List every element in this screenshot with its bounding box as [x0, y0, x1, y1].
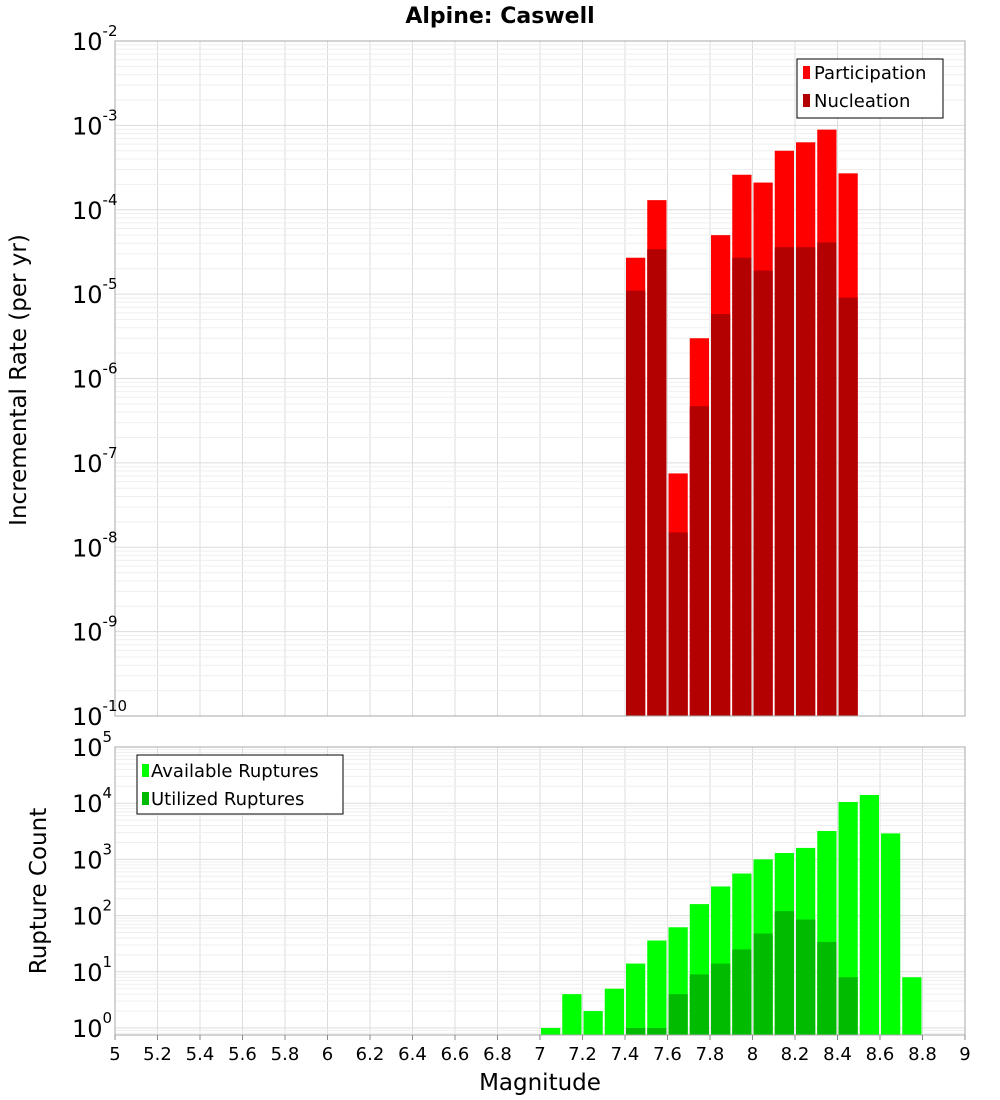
nucleation-bar: [774, 247, 794, 716]
utilized-bar: [817, 941, 837, 1035]
x-tick-label: 5.2: [143, 1044, 172, 1065]
nucleation-bar: [817, 242, 837, 716]
count-bars: [541, 794, 922, 1035]
y-tick-label: 105: [72, 728, 112, 762]
rate-panel: 10-10 10-9 10-8 10-7 10-6 10-5 10-4 10-3 10-2 In…: [6, 22, 966, 731]
y-tick-label: 10-4: [72, 191, 118, 225]
x-tick-label: 5.6: [228, 1044, 257, 1065]
count-legend: Available Ruptures Utilized Ruptures: [136, 754, 344, 815]
x-tick-label: 8: [747, 1044, 758, 1065]
nucleation-bar: [647, 249, 667, 716]
nucleation-bar: [796, 247, 816, 716]
available-bar: [647, 940, 667, 1035]
x-axis-label: Magnitude: [479, 1070, 601, 1096]
available-bar: [838, 802, 858, 1035]
count-legend-box: [136, 754, 344, 815]
rate-legend: Participation Nucleation: [796, 58, 944, 119]
utilized-bar: [711, 963, 731, 1035]
y-tick-label: 10-3: [72, 106, 118, 140]
available-bar: [859, 794, 879, 1035]
x-tick-label: 7: [534, 1044, 545, 1065]
utilized-bar: [753, 933, 773, 1035]
y-tick-label: 103: [72, 840, 112, 874]
x-tick-label: 6.4: [398, 1044, 427, 1065]
y-tick-label: 10-8: [72, 528, 118, 562]
y-tick-label: 10-10: [72, 697, 127, 731]
utilized-bar: [689, 974, 709, 1035]
x-tick-label: 7.8: [696, 1044, 725, 1065]
x-tick-label: 8.2: [781, 1044, 810, 1065]
x-tick-label: 6.2: [356, 1044, 385, 1065]
nucleation-bar: [626, 290, 646, 716]
x-tick-label: 7.6: [653, 1044, 682, 1065]
available-bar: [626, 963, 646, 1035]
available-bar: [902, 977, 922, 1035]
x-tick-label: 9: [959, 1044, 970, 1065]
rate-legend-box: [796, 58, 944, 119]
chart-title: Alpine: Caswell: [405, 4, 594, 29]
utilized-swatch: [142, 792, 149, 805]
x-tick-label: 5.8: [271, 1044, 300, 1065]
rate-y-ticks: 10-10 10-9 10-8 10-7 10-6 10-5 10-4 10-3 10-2: [72, 22, 127, 731]
utilized-bar: [838, 977, 858, 1035]
x-tick-label: 5: [109, 1044, 120, 1065]
nucleation-swatch: [803, 94, 810, 107]
x-tick-label: 6.8: [483, 1044, 512, 1065]
y-tick-label: 104: [72, 784, 112, 818]
y-tick-label: 10-9: [72, 613, 118, 647]
available-bar: [562, 994, 582, 1035]
available-bar: [881, 833, 901, 1035]
rate-grid: [114, 40, 966, 717]
nucleation-bar: [668, 532, 688, 716]
rate-y-axis-label: Incremental Rate (per yr): [6, 234, 32, 526]
count-y-axis-label: Rupture Count: [26, 808, 52, 974]
x-tick-label: 6.6: [441, 1044, 470, 1065]
utilized-bar: [774, 911, 794, 1035]
count-panel: 100 101 102 103 104 105 5 5.2 5.4 5.6 5.8 6 6.2 6.4 6…: [26, 728, 971, 1096]
y-tick-label: 10-5: [72, 275, 118, 309]
utilized-bar: [732, 949, 752, 1035]
nucleation-bar: [689, 406, 709, 716]
utilized-bar: [626, 1027, 646, 1035]
x-tick-label: 8.6: [866, 1044, 895, 1065]
rate-bars: [626, 129, 858, 717]
x-tick-label: 7.2: [568, 1044, 597, 1065]
available-legend-label: Available Ruptures: [151, 761, 319, 782]
participation-swatch: [803, 66, 810, 79]
available-bar: [541, 1027, 561, 1035]
utilized-bar: [647, 1027, 667, 1035]
available-bar: [604, 988, 624, 1035]
nucleation-bar: [753, 270, 773, 716]
rate-plot-frame: [114, 40, 966, 717]
count-y-ticks: 100 101 102 103 104 105: [72, 728, 112, 1043]
y-tick-label: 10-7: [72, 444, 118, 478]
x-tick-label: 8.4: [823, 1044, 852, 1065]
y-tick-label: 10-6: [72, 360, 118, 394]
nucleation-bar: [732, 257, 752, 716]
x-tick-label: 5.4: [186, 1044, 215, 1065]
nucleation-legend-label: Nucleation: [814, 91, 910, 112]
x-tick-label: 7.4: [611, 1044, 640, 1065]
nucleation-bar: [838, 297, 858, 716]
available-swatch: [142, 764, 149, 777]
y-tick-label: 100: [72, 1009, 112, 1043]
available-bar: [583, 1011, 603, 1035]
nucleation-bar: [711, 314, 731, 716]
y-tick-label: 102: [72, 897, 112, 931]
utilized-bar: [796, 919, 816, 1035]
x-tick-label: 8.8: [908, 1044, 937, 1065]
magnitude-x-ticks: 5 5.2 5.4 5.6 5.8 6 6.2 6.4 6.6 6.8 7 7.2 7.4 7.6 7.8 8…: [109, 1035, 971, 1065]
y-tick-label: 10-2: [72, 22, 118, 56]
x-tick-label: 6: [322, 1044, 333, 1065]
y-tick-label: 101: [72, 953, 112, 987]
utilized-legend-label: Utilized Ruptures: [151, 789, 304, 810]
utilized-bar: [668, 994, 688, 1035]
participation-legend-label: Participation: [814, 63, 926, 84]
